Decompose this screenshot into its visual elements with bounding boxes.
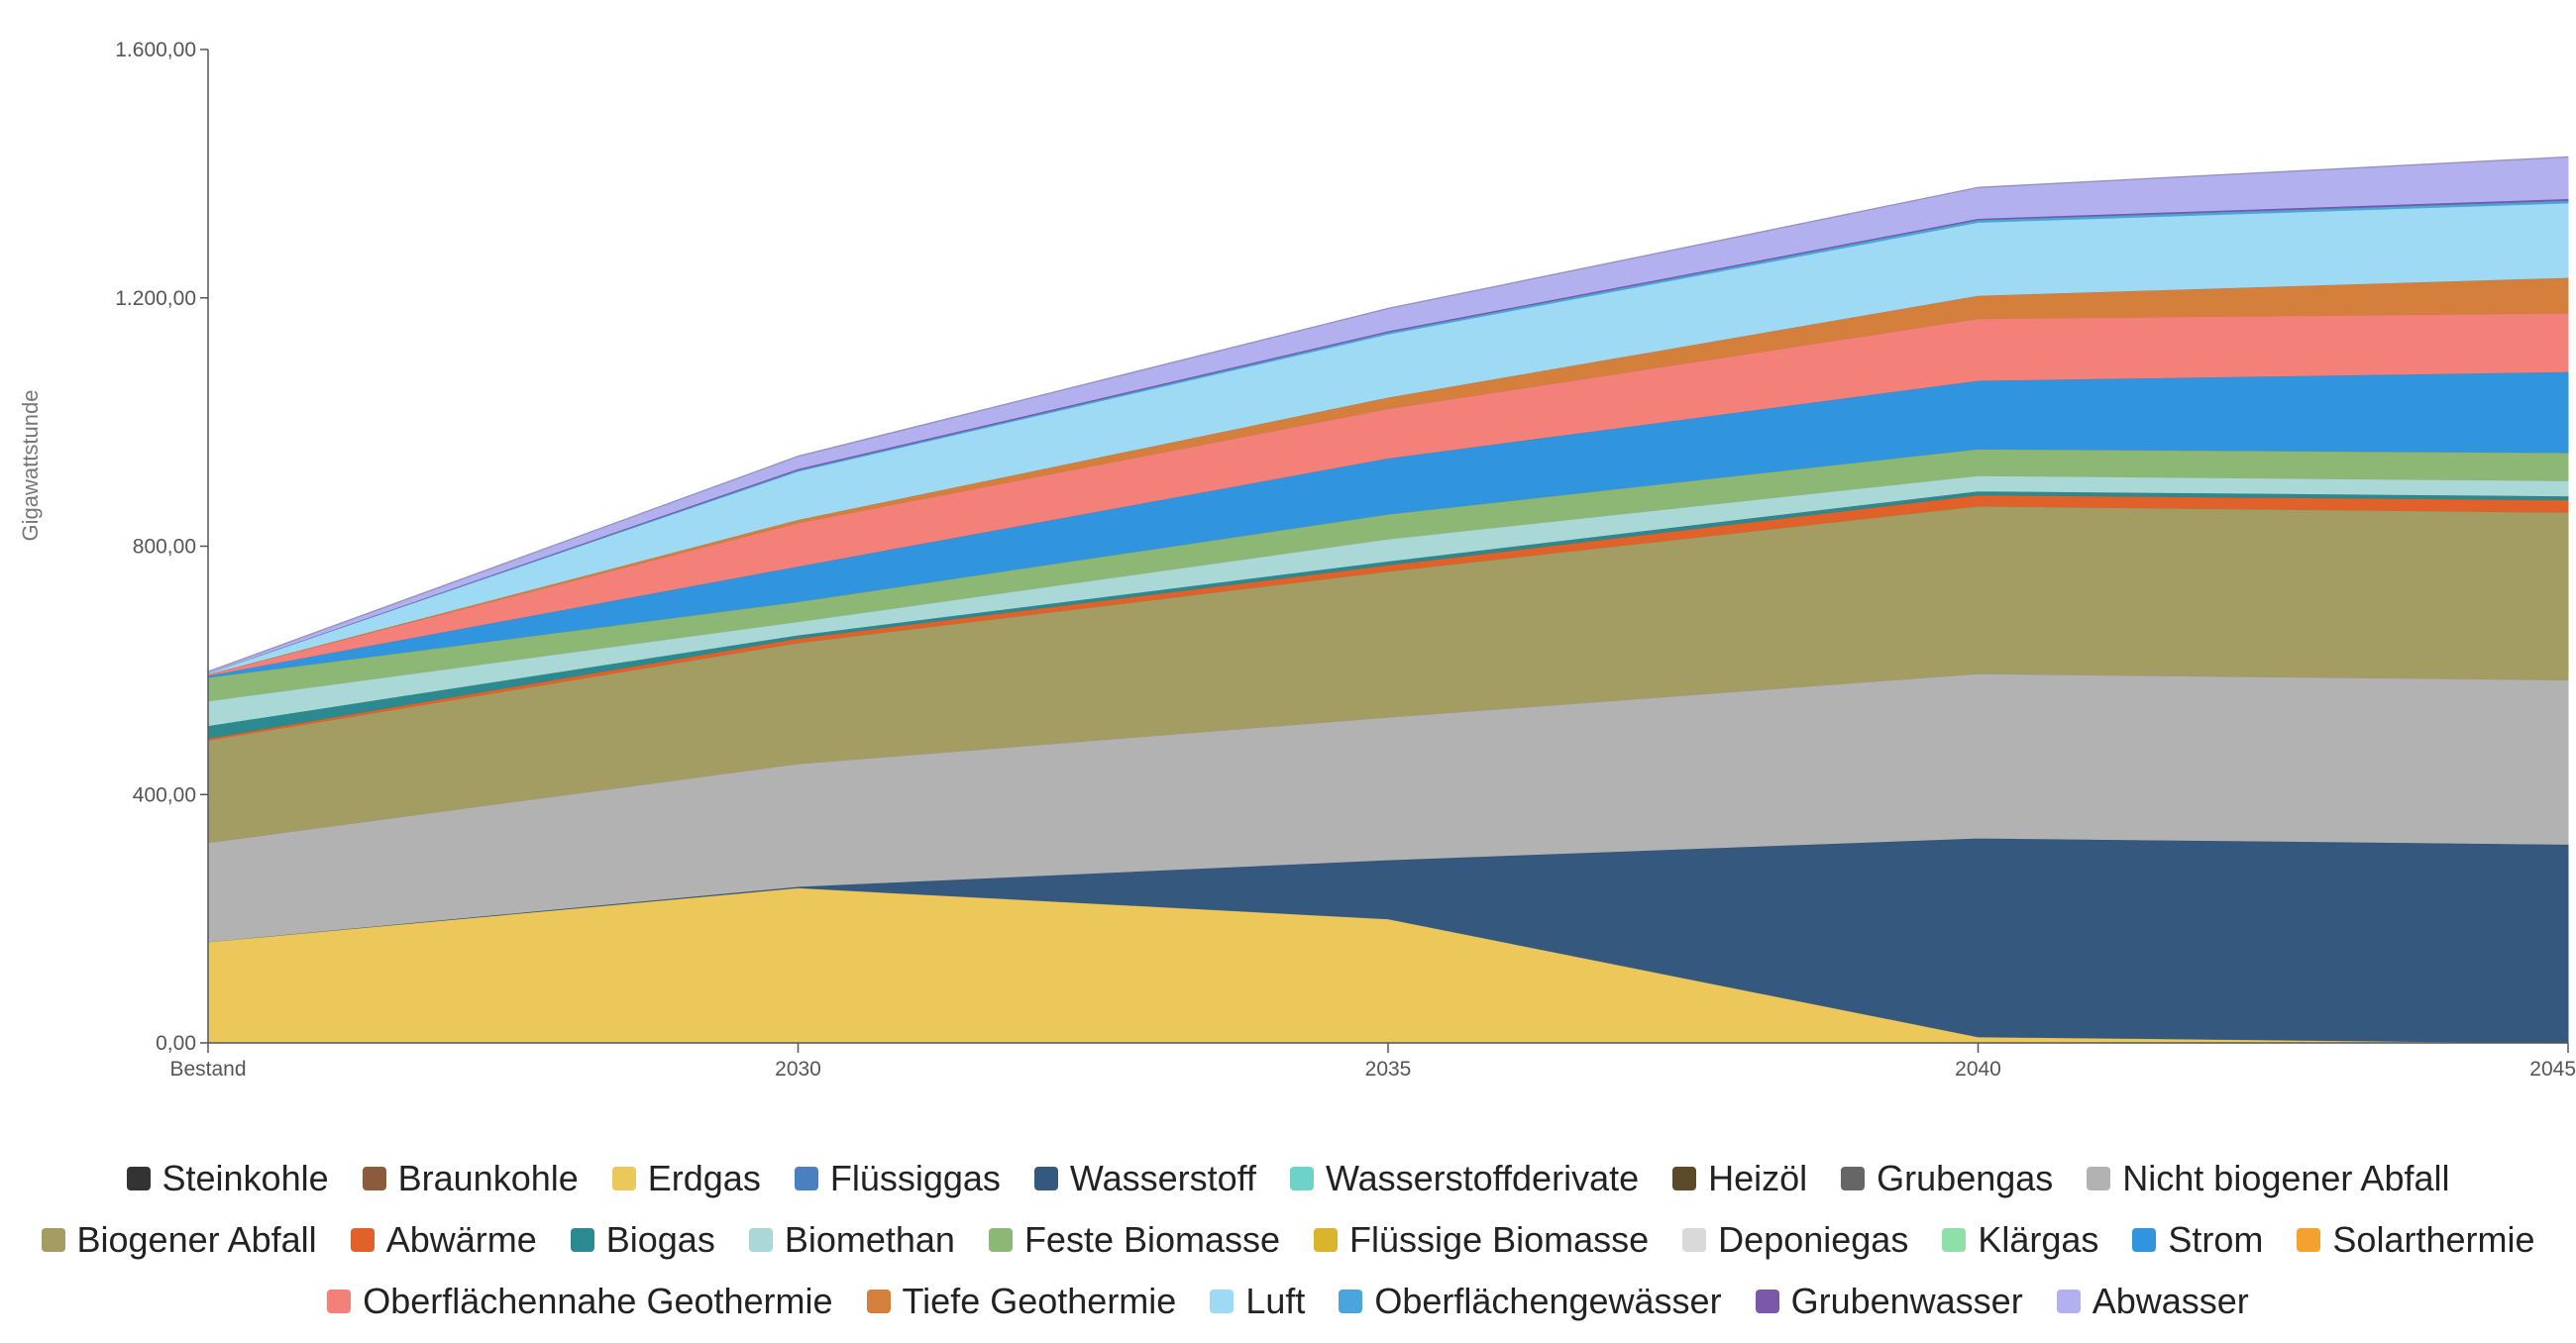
legend-swatch (2087, 1167, 2111, 1190)
legend-swatch (748, 1228, 773, 1252)
legend-item-wasserstoff[interactable]: Wasserstoff (1033, 1158, 1256, 1198)
legend-label: Wasserstoffderivate (1325, 1158, 1640, 1198)
legend-swatch (1755, 1290, 1779, 1313)
legend-label: Wasserstoff (1069, 1158, 1256, 1198)
y-tick-label: 1.600,00 (115, 39, 196, 61)
legend-swatch (1289, 1167, 1314, 1190)
legend-item-biogener-abfall[interactable]: Biogener Abfall (41, 1219, 317, 1260)
legend-swatch (1841, 1167, 1866, 1190)
legend-label: Braunkohle (397, 1158, 579, 1198)
legend-item-strom[interactable]: Strom (2132, 1220, 2263, 1260)
chart-svg: 0,00 400,00 800,00 1.200,00 1.600,00 Bestand 2… (18, 39, 2576, 1081)
x-tick-label: 2035 (1365, 1058, 1412, 1081)
legend-label: Biogas (605, 1219, 715, 1260)
x-tick-label: 2040 (1955, 1058, 2001, 1081)
legend-item-erdgas[interactable]: Erdgas (611, 1158, 761, 1198)
legend-swatch (1314, 1228, 1339, 1252)
legend-label: Deponiegas (1718, 1219, 1909, 1260)
legend-item-klaergas[interactable]: Klärgas (1942, 1220, 2098, 1260)
area-chart: 0,00 400,00 800,00 1.200,00 1.600,00 Bestand 2… (18, 39, 2576, 1081)
legend-item-luft[interactable]: Luft (1210, 1282, 1305, 1321)
legend-label: Flüssige Biomasse (1349, 1219, 1650, 1260)
legend-swatch (41, 1228, 65, 1252)
legend-swatch (1339, 1290, 1363, 1313)
legend-swatch (1942, 1228, 1967, 1252)
legend-item-abwaerme[interactable]: Abwärme (350, 1219, 537, 1260)
x-tick-label: 2030 (775, 1058, 821, 1081)
legend-item-solarthermie[interactable]: Solarthermie (2297, 1219, 2535, 1260)
legend-swatch (570, 1228, 594, 1252)
legend-swatch (327, 1290, 352, 1313)
legend-item-oberflaechengewaesser[interactable]: Oberflächengewässer (1339, 1281, 1722, 1321)
legend-label: Steinkohle (161, 1158, 329, 1198)
y-tick-label: 1.200,00 (115, 287, 196, 310)
legend-label: Abwasser (2092, 1281, 2249, 1321)
legend-label: Oberflächennahe Geothermie (363, 1281, 833, 1321)
legend-swatch (350, 1228, 375, 1252)
legend-swatch (1033, 1167, 1058, 1190)
legend-swatch (362, 1167, 386, 1190)
legend-item-grubenwasser[interactable]: Grubenwasser (1755, 1281, 2023, 1321)
x-tick-label: Bestand (169, 1058, 246, 1081)
legend-swatch (126, 1167, 151, 1190)
legend-item-abwasser[interactable]: Abwasser (2056, 1281, 2249, 1321)
y-tick-label: 800,00 (133, 536, 196, 559)
area-top-line-abwasser (207, 155, 2569, 672)
legend-label: Heizöl (1708, 1158, 1808, 1198)
legend-item-fluessiggas[interactable]: Flüssiggas (794, 1158, 1001, 1198)
legend-label: Abwärme (385, 1219, 537, 1260)
legend-item-deponiegas[interactable]: Deponiegas (1682, 1220, 1908, 1260)
legend-swatch (988, 1228, 1013, 1252)
legend-item-braunkohle[interactable]: Braunkohle (362, 1158, 579, 1198)
legend-label: Erdgas (647, 1158, 761, 1198)
legend-item-oberflaechennahe-geothermie[interactable]: Oberflächennahe Geothermie (327, 1281, 833, 1321)
legend-label: Flüssiggas (829, 1158, 1001, 1198)
legend-swatch (611, 1167, 636, 1190)
legend-label: Grubengas (1877, 1158, 2054, 1198)
legend-item-nicht-biogener-abfall[interactable]: Nicht biogener Abfall (2087, 1158, 2450, 1198)
legend-item-steinkohle[interactable]: Steinkohle (126, 1158, 329, 1198)
axes-layer: 0,00 400,00 800,00 1.200,00 1.600,00 Bestand 2… (115, 39, 2576, 1081)
legend-label: Solarthermie (2332, 1219, 2535, 1260)
legend-swatch (1672, 1167, 1697, 1190)
legend-item-biomethan[interactable]: Biomethan (748, 1219, 955, 1260)
legend-label: Biomethan (784, 1219, 955, 1260)
legend-swatch (794, 1167, 818, 1190)
legend-label: Klärgas (1978, 1219, 2099, 1260)
y-axis-title: Gigawattstunde (18, 390, 43, 542)
y-tick-label: 400,00 (133, 783, 196, 806)
legend-swatch (2297, 1228, 2321, 1252)
legend-swatch (1210, 1290, 1234, 1313)
legend-label: Oberflächengewässer (1374, 1281, 1722, 1321)
legend-label: Strom (2168, 1219, 2264, 1260)
legend-label: Biogener Abfall (76, 1219, 317, 1260)
legend-item-tiefe-geothermie[interactable]: Tiefe Geothermie (866, 1281, 1177, 1321)
legend-label: Nicht biogener Abfall (2122, 1158, 2450, 1198)
legend-label: Feste Biomasse (1023, 1219, 1281, 1260)
legend-item-heizoel[interactable]: Heizöl (1672, 1159, 1807, 1198)
legend-item-grubengas[interactable]: Grubengas (1841, 1159, 2053, 1198)
chart-legend: Steinkohle Braunkohle Erdgas Flüssiggas Wass… (20, 1159, 2556, 1321)
x-tick-label: 2045 (2529, 1058, 2576, 1081)
legend-swatch (2132, 1228, 2157, 1252)
legend-swatch (2056, 1290, 2081, 1313)
legend-item-feste-biomasse[interactable]: Feste Biomasse (988, 1219, 1281, 1260)
legend-swatch (1682, 1228, 1707, 1252)
legend-label: Tiefe Geothermie (902, 1281, 1177, 1321)
legend-item-wasserstoffderivate[interactable]: Wasserstoffderivate (1289, 1158, 1640, 1198)
areas-layer (207, 155, 2569, 1044)
y-tick-label: 0,00 (156, 1032, 196, 1055)
legend-label: Luft (1245, 1281, 1306, 1321)
legend-swatch (866, 1290, 891, 1313)
legend-item-fluessige-biomasse[interactable]: Flüssige Biomasse (1314, 1220, 1649, 1260)
area-series-abwasser[interactable] (207, 155, 2569, 674)
legend-label: Grubenwasser (1790, 1281, 2023, 1321)
legend-item-biogas[interactable]: Biogas (570, 1219, 715, 1260)
